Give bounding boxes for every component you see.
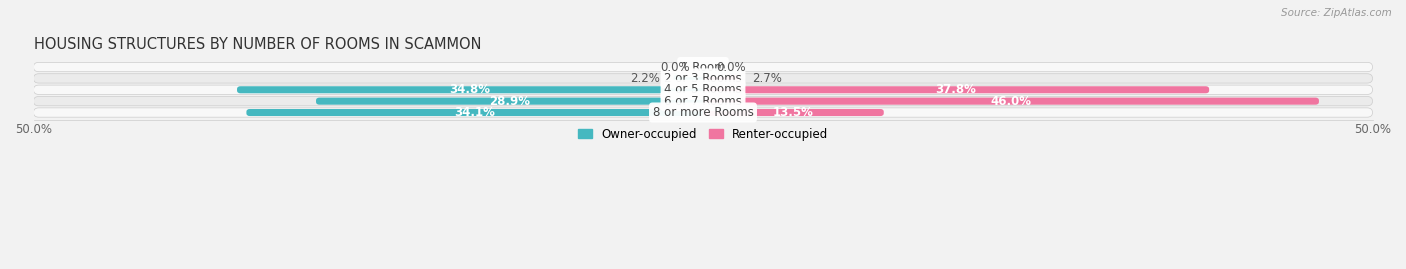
Text: 4 or 5 Rooms: 4 or 5 Rooms — [664, 83, 742, 96]
FancyBboxPatch shape — [34, 62, 1372, 72]
FancyBboxPatch shape — [238, 86, 703, 93]
Text: 0.0%: 0.0% — [659, 61, 689, 73]
FancyBboxPatch shape — [34, 108, 1372, 117]
FancyBboxPatch shape — [703, 75, 740, 82]
Text: 2.7%: 2.7% — [752, 72, 782, 85]
Text: 2.2%: 2.2% — [630, 72, 661, 85]
Text: 28.9%: 28.9% — [489, 95, 530, 108]
Text: HOUSING STRUCTURES BY NUMBER OF ROOMS IN SCAMMON: HOUSING STRUCTURES BY NUMBER OF ROOMS IN… — [34, 37, 481, 52]
Text: 34.1%: 34.1% — [454, 106, 495, 119]
Text: 6 or 7 Rooms: 6 or 7 Rooms — [664, 95, 742, 108]
Text: 2 or 3 Rooms: 2 or 3 Rooms — [664, 72, 742, 85]
FancyBboxPatch shape — [673, 75, 703, 82]
FancyBboxPatch shape — [246, 109, 703, 116]
FancyBboxPatch shape — [316, 98, 703, 105]
FancyBboxPatch shape — [34, 85, 1372, 94]
Text: 34.8%: 34.8% — [450, 83, 491, 96]
Legend: Owner-occupied, Renter-occupied: Owner-occupied, Renter-occupied — [572, 123, 834, 145]
FancyBboxPatch shape — [703, 98, 1319, 105]
Text: 0.0%: 0.0% — [717, 61, 747, 73]
Text: 8 or more Rooms: 8 or more Rooms — [652, 106, 754, 119]
Text: 46.0%: 46.0% — [990, 95, 1032, 108]
Text: 1 Room: 1 Room — [681, 61, 725, 73]
FancyBboxPatch shape — [34, 97, 1372, 106]
Text: 37.8%: 37.8% — [935, 83, 977, 96]
FancyBboxPatch shape — [703, 109, 884, 116]
Text: 13.5%: 13.5% — [773, 106, 814, 119]
Text: Source: ZipAtlas.com: Source: ZipAtlas.com — [1281, 8, 1392, 18]
FancyBboxPatch shape — [34, 74, 1372, 83]
FancyBboxPatch shape — [703, 86, 1209, 93]
